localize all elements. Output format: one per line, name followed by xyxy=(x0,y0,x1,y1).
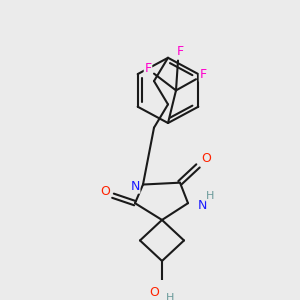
Text: H: H xyxy=(206,191,214,201)
Text: N: N xyxy=(197,199,207,212)
Text: H: H xyxy=(166,293,174,300)
Text: O: O xyxy=(100,184,110,198)
Text: O: O xyxy=(149,286,159,299)
Text: F: F xyxy=(176,45,184,58)
Text: O: O xyxy=(201,152,211,165)
Text: F: F xyxy=(200,68,207,81)
Text: F: F xyxy=(144,62,152,76)
Text: N: N xyxy=(130,180,140,193)
